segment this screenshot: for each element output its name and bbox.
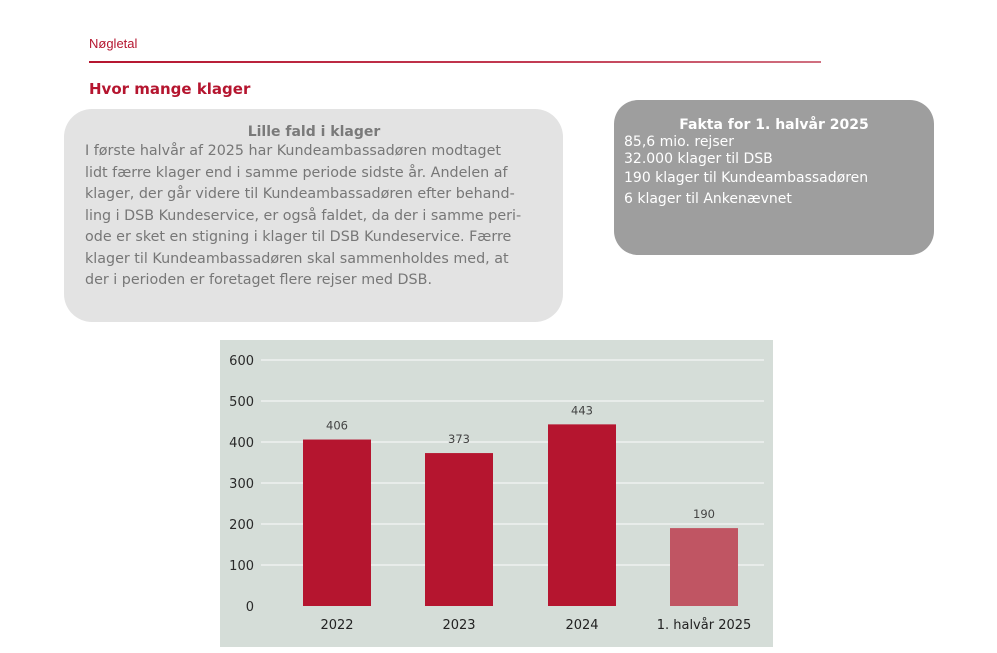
summary-line: lidt færre klager end i samme periode si… [85,164,508,181]
data-label: 443 [571,403,593,417]
summary-line: klager, der går videre til Kundeambassad… [85,186,515,202]
bar [548,424,616,606]
fact-item: 32.000 klager til DSB [624,151,773,167]
summary-body: I første halvår af 2025 har Kundeambassa… [85,141,543,292]
fact-item: 85,6 mio. rejser [624,134,734,150]
y-tick-label: 100 [229,559,254,574]
summary-line: klager til Kundeambassadøren skal sammen… [85,250,509,267]
summary-box: Lille fald i klager I første halvår af 2… [64,109,563,322]
chart-canvas: 0 100 200 300 400 500 600 406 2022 373 2023 443 2024… [229,354,764,633]
summary-line: ode er sket en stigning i klager til DSB… [85,229,512,245]
data-label: 406 [326,419,348,433]
x-tick-label: 2024 [565,618,598,633]
section-divider [89,61,821,63]
x-tick-label: 2022 [320,618,353,633]
page-heading: Hvor mange klager [89,80,251,98]
complaints-bar-chart: 0 100 200 300 400 500 600 406 2022 373 2023 443 2024… [220,340,773,647]
y-tick-label: 400 [229,436,254,451]
y-tick-label: 0 [246,600,254,615]
y-tick-label: 300 [229,477,254,492]
section-label: Nøgletal [89,36,138,51]
data-label: 190 [693,507,715,521]
y-tick-label: 600 [229,354,254,369]
data-label: 373 [448,432,470,446]
summary-line: I første halvår af 2025 har Kundeambassa… [85,143,501,159]
summary-line: der i perioden er foretaget flere rejser… [85,272,432,288]
fact-item: 6 klager til Ankenævnet [624,191,792,207]
bar [670,528,738,606]
x-tick-label: 1. halvår 2025 [657,618,752,633]
fact-item: 190 klager til Kundeambassadøren [624,170,869,186]
bar [425,453,493,606]
summary-line: ling i DSB Kundeservice, er også faldet,… [85,207,522,224]
x-tick-label: 2023 [442,618,475,633]
facts-box: Fakta for 1. halvår 2025 85,6 mio. rejse… [614,100,934,255]
y-tick-label: 500 [229,395,254,410]
facts-title: Fakta for 1. halvår 2025 [679,117,869,133]
summary-title: Lille fald i klager [247,124,381,140]
y-tick-label: 200 [229,518,254,533]
bar [303,439,371,606]
